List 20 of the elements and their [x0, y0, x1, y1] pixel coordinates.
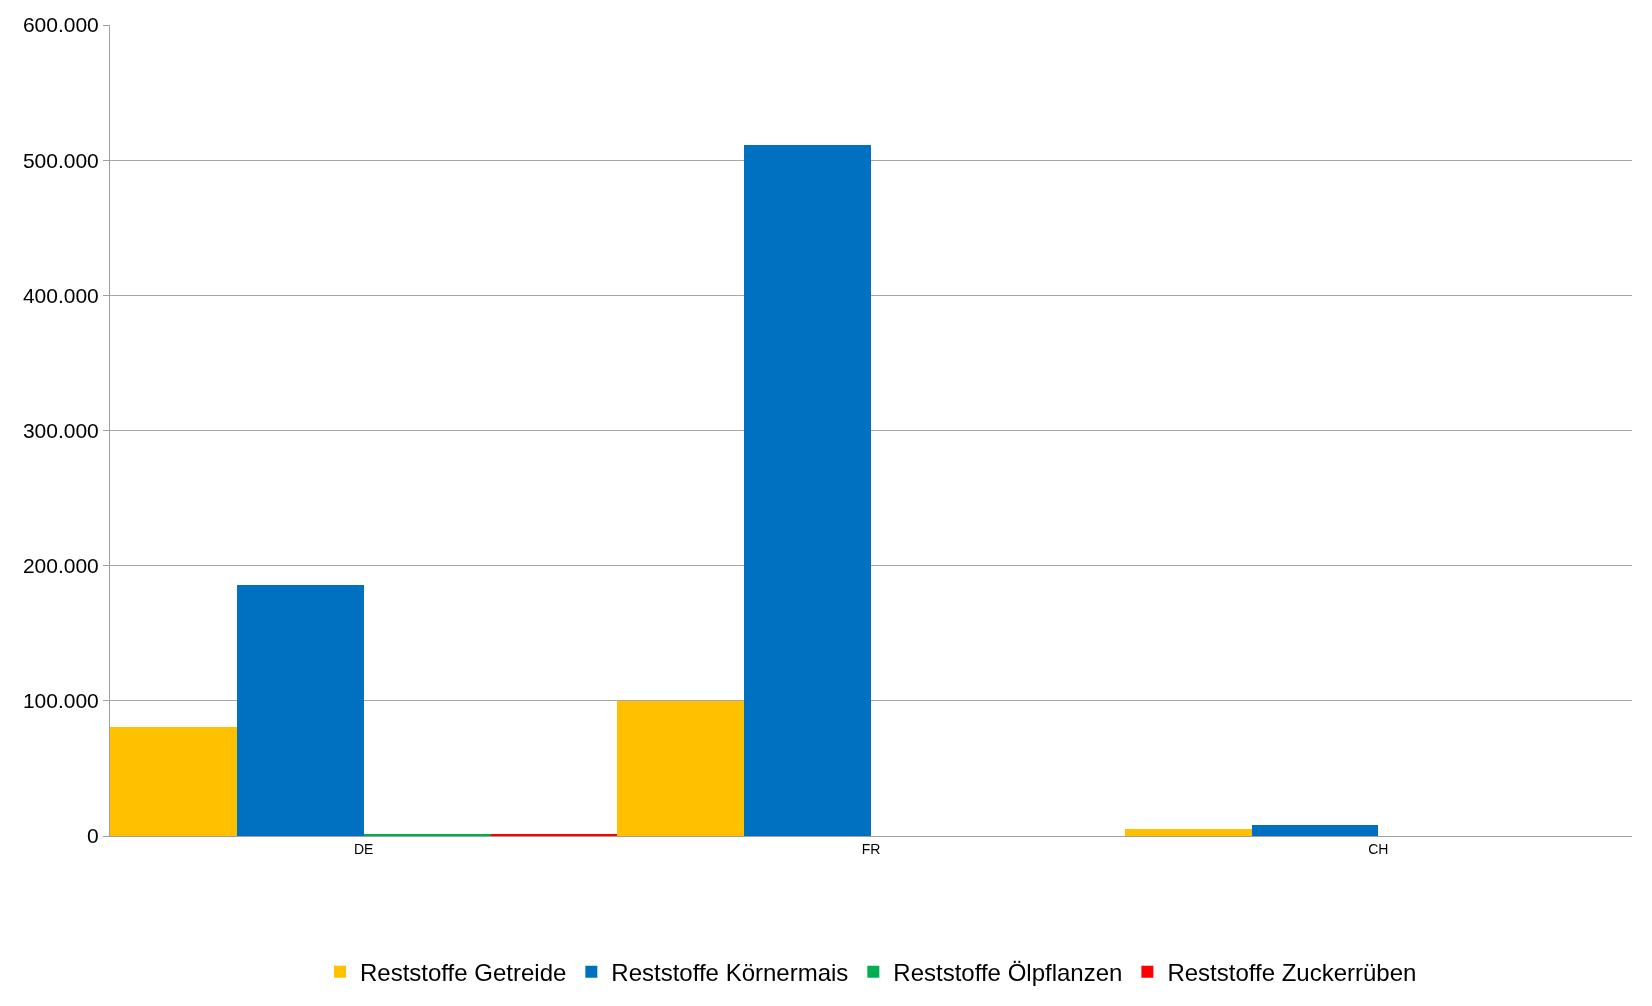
x-tick-label: FR	[861, 840, 881, 857]
bar	[237, 585, 364, 836]
legend-label: Reststoffe Getreide	[360, 959, 567, 986]
legend-label: Reststoffe Ölpflanzen	[893, 959, 1123, 986]
y-tick-label: 400.000	[22, 283, 99, 307]
bar	[744, 145, 871, 836]
y-tick-label: 0	[87, 824, 99, 848]
bar	[1252, 825, 1378, 836]
y-tick-label: 600.000	[22, 13, 99, 37]
legend-label: Reststoffe Zuckerrüben	[1167, 959, 1417, 986]
y-tick-label: 500.000	[22, 148, 99, 172]
y-tick-label: 300.000	[22, 418, 99, 442]
y-tick-label: 200.000	[22, 554, 99, 578]
bar	[1125, 829, 1252, 836]
legend-label: Reststoffe Körnermais	[611, 959, 849, 986]
bar	[110, 727, 237, 836]
y-tick-label: 100.000	[22, 689, 99, 713]
bar	[617, 701, 744, 836]
x-tick-label: DE	[353, 840, 374, 857]
x-tick-label: CH	[1368, 840, 1389, 857]
